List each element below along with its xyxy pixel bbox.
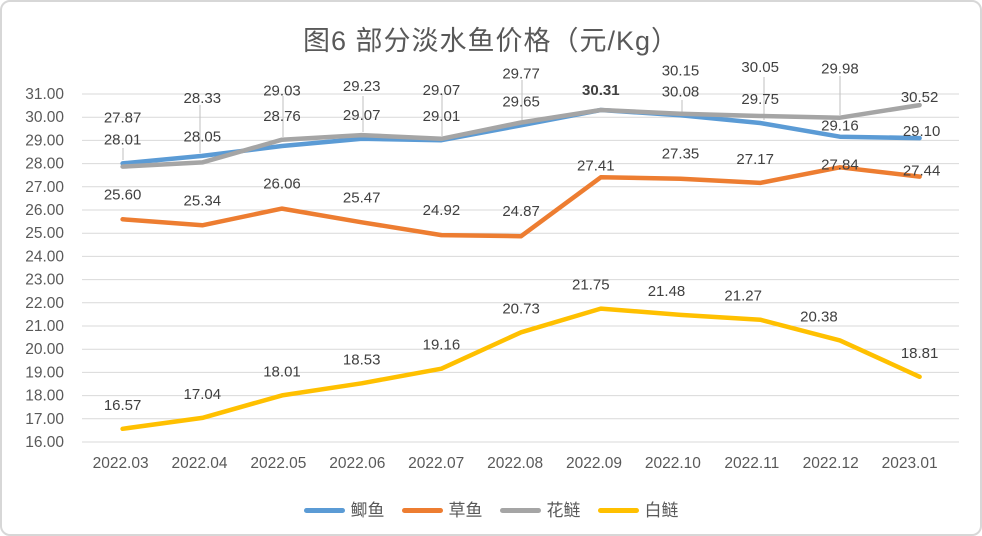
data-label-caoyu: 27.41 xyxy=(577,157,615,174)
data-label-hualian: 30.31 xyxy=(582,82,620,99)
series-lines xyxy=(120,102,922,432)
legend-marker-hualian xyxy=(499,507,541,513)
y-tick-label: 29.00 xyxy=(25,132,64,149)
x-tick-label: 2023.01 xyxy=(882,455,938,472)
data-label-hualian: 29.77 xyxy=(502,66,540,83)
data-label-jiyu: 29.65 xyxy=(502,93,540,110)
data-label-jiyu: 28.01 xyxy=(104,131,142,148)
data-label-caoyu: 27.35 xyxy=(662,146,700,163)
y-tick-label: 27.00 xyxy=(25,179,64,196)
data-label-caoyu: 27.17 xyxy=(736,151,774,168)
y-tick-label: 17.00 xyxy=(25,411,64,428)
data-label-caoyu: 27.44 xyxy=(903,163,941,180)
y-tick-label: 21.00 xyxy=(25,318,64,335)
label-leader-lines xyxy=(122,76,841,160)
data-label-caoyu: 24.87 xyxy=(502,203,540,220)
x-tick-label: 2022.05 xyxy=(250,455,306,472)
x-tick-label: 2022.12 xyxy=(803,455,859,472)
data-label-hualian: 30.05 xyxy=(741,59,779,76)
y-tick-label: 31.00 xyxy=(25,86,64,103)
legend-item-caoyu: 草鱼 xyxy=(401,500,483,520)
legend-marker-bailian xyxy=(597,507,639,513)
data-label-jiyu: 28.76 xyxy=(263,108,301,125)
data-label-hualian: 30.52 xyxy=(901,89,939,106)
legend-marker-caoyu xyxy=(401,507,443,513)
data-label-bailian: 18.01 xyxy=(263,363,301,380)
y-tick-label: 25.00 xyxy=(25,225,64,242)
series-line-bailian xyxy=(120,306,922,432)
y-tick-label: 24.00 xyxy=(25,248,64,265)
data-label-jiyu: 29.75 xyxy=(741,91,779,108)
data-label-bailian: 21.75 xyxy=(572,277,610,294)
data-label-bailian: 17.04 xyxy=(184,386,222,403)
data-label-hualian: 29.98 xyxy=(821,61,859,78)
data-label-caoyu: 25.60 xyxy=(104,186,142,203)
x-tick-label: 2022.07 xyxy=(408,455,464,472)
data-label-jiyu: 30.08 xyxy=(662,83,700,100)
data-label-hualian: 29.03 xyxy=(263,83,301,100)
x-tick-label: 2022.03 xyxy=(93,455,149,472)
x-tick-label: 2022.11 xyxy=(724,455,779,472)
y-tick-label: 20.00 xyxy=(25,341,64,358)
x-tick-label: 2022.10 xyxy=(645,455,701,472)
y-tick-label: 19.00 xyxy=(25,364,64,381)
y-tick-label: 30.00 xyxy=(25,109,64,126)
data-label-caoyu: 25.34 xyxy=(184,192,222,209)
data-label-jiyu: 28.33 xyxy=(184,90,222,107)
data-label-hualian: 30.15 xyxy=(662,63,700,80)
data-label-caoyu: 27.84 xyxy=(821,156,859,173)
data-label-jiyu: 29.01 xyxy=(423,108,461,125)
y-tick-label: 28.00 xyxy=(25,156,64,173)
x-tick-label: 2022.09 xyxy=(566,455,622,472)
data-label-bailian: 20.73 xyxy=(502,300,540,317)
data-label-jiyu: 29.16 xyxy=(821,118,859,135)
chart-title: 图6 部分淡水鱼价格（元/Kg） xyxy=(302,26,680,56)
legend-item-hualian: 花鲢 xyxy=(499,500,581,520)
x-tick-label: 2022.06 xyxy=(329,455,385,472)
data-label-jiyu: 29.10 xyxy=(903,123,941,140)
data-label-caoyu: 25.47 xyxy=(343,189,381,206)
y-tick-label: 23.00 xyxy=(25,272,64,289)
data-label-hualian: 29.07 xyxy=(423,82,461,99)
legend-label-bailian: 白鲢 xyxy=(644,500,679,520)
chart-legend: 鲫鱼 草鱼 花鲢 白鲢 xyxy=(2,496,980,524)
data-labels: 28.01 28.33 28.76 29.07 29.01 29.65 30.08 29.75… xyxy=(104,59,941,414)
legend-label-caoyu: 草鱼 xyxy=(448,500,483,520)
series-line-hualian xyxy=(120,102,922,169)
y-tick-label: 22.00 xyxy=(25,295,64,312)
data-label-bailian: 18.53 xyxy=(343,351,381,368)
data-label-bailian: 16.57 xyxy=(104,397,142,414)
series-line-caoyu xyxy=(120,165,922,239)
data-label-hualian: 29.23 xyxy=(343,78,381,95)
legend-label-hualian: 花鲢 xyxy=(546,500,581,520)
legend-label-jiyu: 鲫鱼 xyxy=(350,500,385,520)
legend-item-bailian: 白鲢 xyxy=(597,500,679,520)
data-label-bailian: 21.48 xyxy=(648,283,686,300)
data-label-bailian: 20.38 xyxy=(800,308,838,325)
data-label-jiyu: 29.07 xyxy=(343,107,381,124)
data-label-hualian: 28.05 xyxy=(184,128,222,145)
y-tick-label: 26.00 xyxy=(25,202,64,219)
x-tick-label: 2022.04 xyxy=(171,455,227,472)
data-label-bailian: 19.16 xyxy=(423,337,461,354)
data-label-caoyu: 24.92 xyxy=(423,202,461,219)
y-axis-labels: 16.00 17.00 18.00 19.00 20.00 21.00 22.00 23.00… xyxy=(25,86,64,451)
y-tick-label: 18.00 xyxy=(25,388,64,405)
y-tick-label: 16.00 xyxy=(25,434,64,451)
x-tick-label: 2022.08 xyxy=(487,455,543,472)
data-label-bailian: 18.81 xyxy=(901,345,939,362)
data-label-hualian: 27.87 xyxy=(104,110,142,127)
legend-marker-jiyu xyxy=(303,507,345,513)
legend-item-jiyu: 鲫鱼 xyxy=(303,500,385,520)
data-label-bailian: 21.27 xyxy=(724,288,762,305)
x-axis-labels: 2022.03 2022.04 2022.05 2022.06 2022.07 2022.… xyxy=(93,455,938,472)
data-label-caoyu: 26.06 xyxy=(263,176,301,193)
gridlines xyxy=(82,93,959,443)
